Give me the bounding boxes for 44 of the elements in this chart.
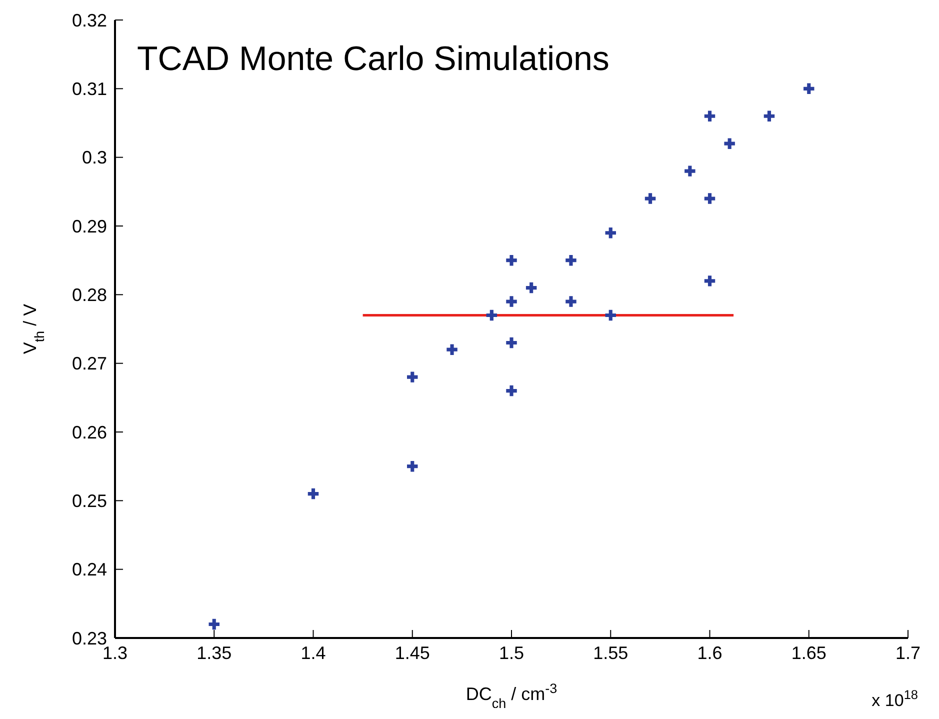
x-tick-label: 1.4 [300,642,326,663]
point [764,110,775,122]
y-tick-label: 0.23 [72,628,107,648]
point [407,372,418,382]
y-tick-label: 0.25 [72,491,107,512]
point [605,228,616,238]
point [486,310,498,321]
x-tick-label: 1.55 [593,642,628,663]
point [644,193,656,204]
y-tick-label: 0.3 [82,148,107,168]
y-tick-label: 0.24 [72,560,107,580]
point [506,337,517,348]
point [506,254,517,266]
x-tick-label: 1.5 [498,642,524,663]
point [704,193,716,204]
point [526,282,537,294]
point [804,83,814,94]
y-tick-label: 0.28 [72,285,107,306]
point [446,344,458,355]
point [308,488,319,500]
point [407,460,418,472]
y-tick-label: 0.32 [72,10,107,30]
point [506,385,517,396]
point [724,138,735,149]
point [566,296,576,307]
y-tick-label: 0.27 [72,354,107,374]
point [704,276,716,286]
x-tick-label: 1.65 [791,642,826,663]
point [566,254,576,266]
x-tick-label: 1.35 [196,642,232,663]
x-tick-label: 1.45 [394,642,430,663]
x-axis-title: DC$_{ch}$ / cm$^{-3}$ [466,680,558,710]
point [684,166,696,176]
x-tick-label: 1.6 [697,642,722,663]
text: TCAD Monte Carlo Simulations [137,40,610,78]
y-tick-label: 0.31 [72,79,107,100]
point [704,110,716,122]
point [506,296,517,307]
point [605,310,616,321]
y-tick-label: 0.29 [72,216,107,236]
y-tick-label: 0.26 [72,422,107,442]
text: x 10$^{18}$ [872,686,918,710]
point [208,618,220,630]
x-tick-label: 1.7 [895,642,921,663]
